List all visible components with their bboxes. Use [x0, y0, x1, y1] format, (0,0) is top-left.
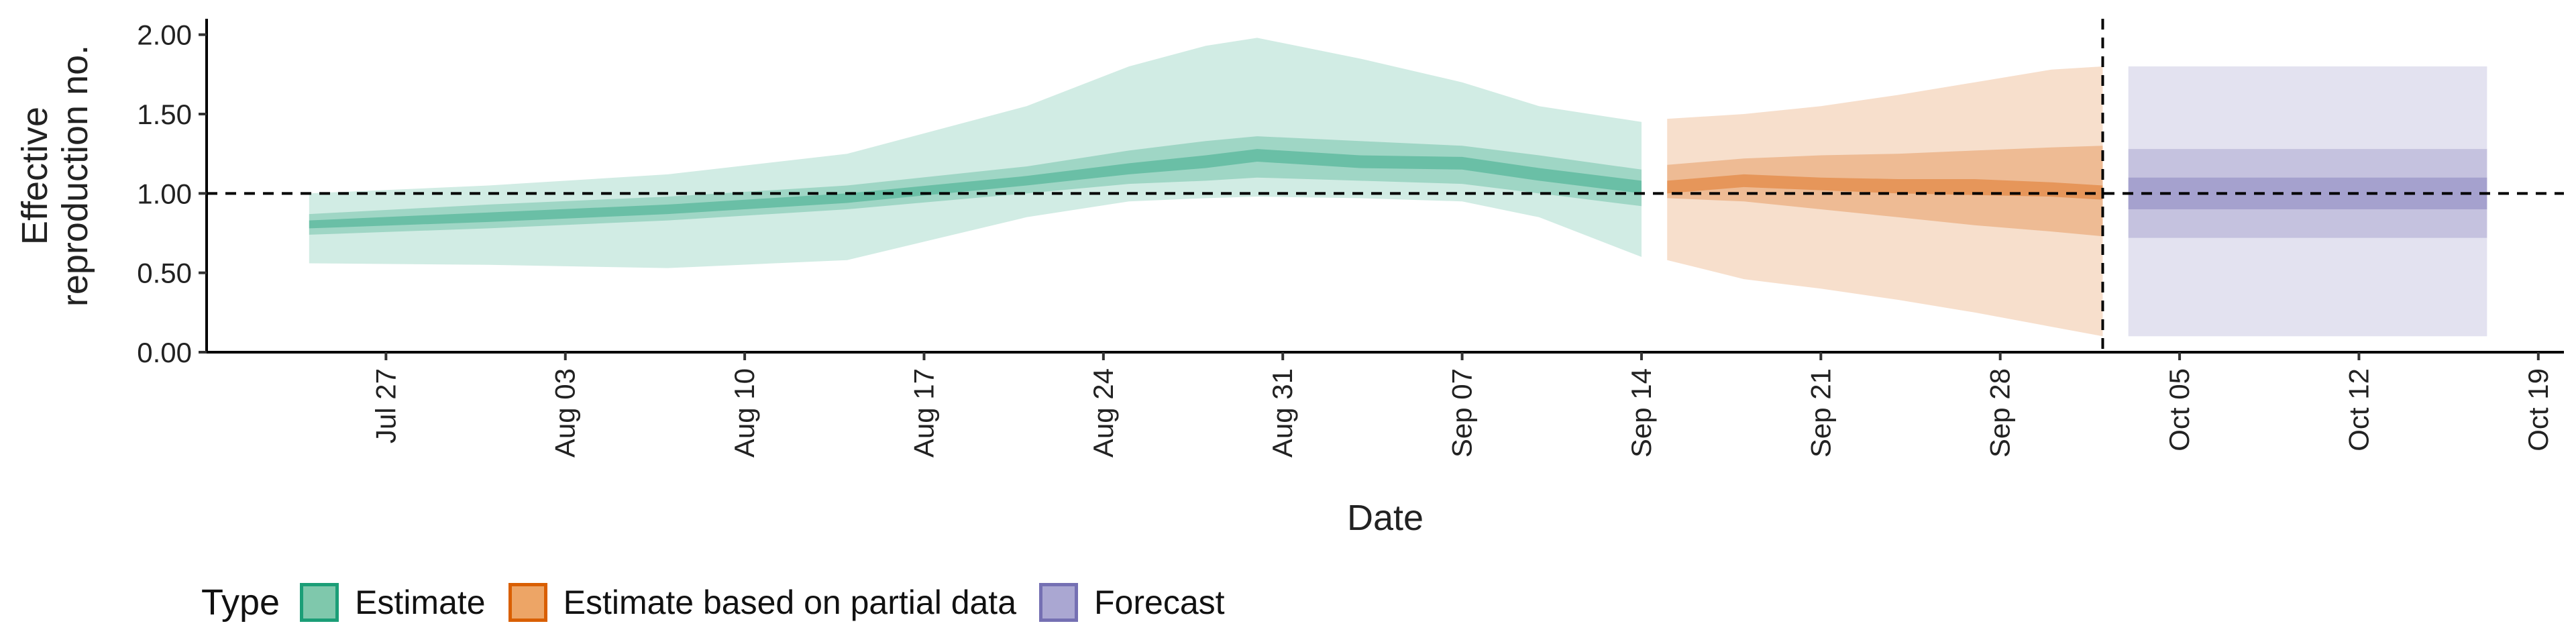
x-tick-label: Oct 19	[2522, 368, 2554, 451]
y-axis-title-line-2: reproduction no.	[55, 45, 95, 307]
legend-key-forecast	[1039, 583, 1079, 622]
legend-item-estimate: Estimate	[300, 583, 486, 622]
y-tick-label: 1.00	[137, 178, 192, 209]
y-tick-label: 0.00	[137, 337, 192, 368]
x-tick-label: Oct 05	[2163, 368, 2195, 451]
x-tick-label: Aug 10	[729, 368, 760, 458]
x-tick-label: Oct 12	[2343, 368, 2374, 451]
forecast-band-20	[2128, 177, 2487, 209]
legend-label: Forecast	[1094, 584, 1225, 621]
x-tick-label: Sep 07	[1446, 368, 1478, 458]
x-tick-label: Sep 21	[1805, 368, 1836, 458]
legend-key-estimate	[300, 583, 339, 622]
x-axis-title: Date	[1347, 498, 1424, 538]
legend: Type Estimate Estimate based on partial …	[201, 576, 1248, 629]
forecast-band-50	[2128, 149, 2487, 238]
rt-chart: 0.00 0.50 1.00 1.50 2.00 Jul 27 Aug 03 Aug 10 Au…	[15, 19, 2564, 538]
axes-layer: 0.00 0.50 1.00 1.50 2.00 Jul 27 Aug 03 Aug 10 Au…	[137, 19, 2564, 458]
x-tick-label: Aug 17	[908, 368, 940, 458]
x-tick-label: Sep 14	[1625, 368, 1657, 458]
ribbon-layer	[309, 38, 2487, 337]
estimate-band-50	[309, 136, 1642, 235]
legend-label: Estimate	[355, 584, 486, 621]
x-tick-label: Aug 03	[549, 368, 581, 458]
estimate-band-90	[309, 38, 1642, 268]
legend-title: Type	[201, 582, 280, 623]
y-axis-title-line-1: Effective	[15, 107, 55, 245]
legend-key-partial	[508, 583, 547, 622]
estimate-band-20	[309, 149, 1642, 229]
x-tick-label: Aug 24	[1087, 368, 1119, 458]
x-tick-label: Jul 27	[370, 368, 401, 443]
y-tick-label: 2.00	[137, 19, 192, 51]
x-tick-label: Sep 28	[1984, 368, 2016, 458]
y-tick-label: 0.50	[137, 258, 192, 289]
legend-item-partial: Estimate based on partial data	[508, 583, 1016, 622]
estimate-based-on-partial-data-band-50	[1667, 146, 2103, 237]
y-tick-label: 1.50	[137, 99, 192, 130]
forecast-band-90	[2128, 66, 2487, 337]
legend-label: Estimate based on partial data	[563, 584, 1017, 621]
estimate-based-on-partial-data-band-90	[1667, 66, 2103, 337]
legend-item-forecast: Forecast	[1039, 583, 1225, 622]
x-tick-label: Aug 31	[1267, 368, 1298, 458]
